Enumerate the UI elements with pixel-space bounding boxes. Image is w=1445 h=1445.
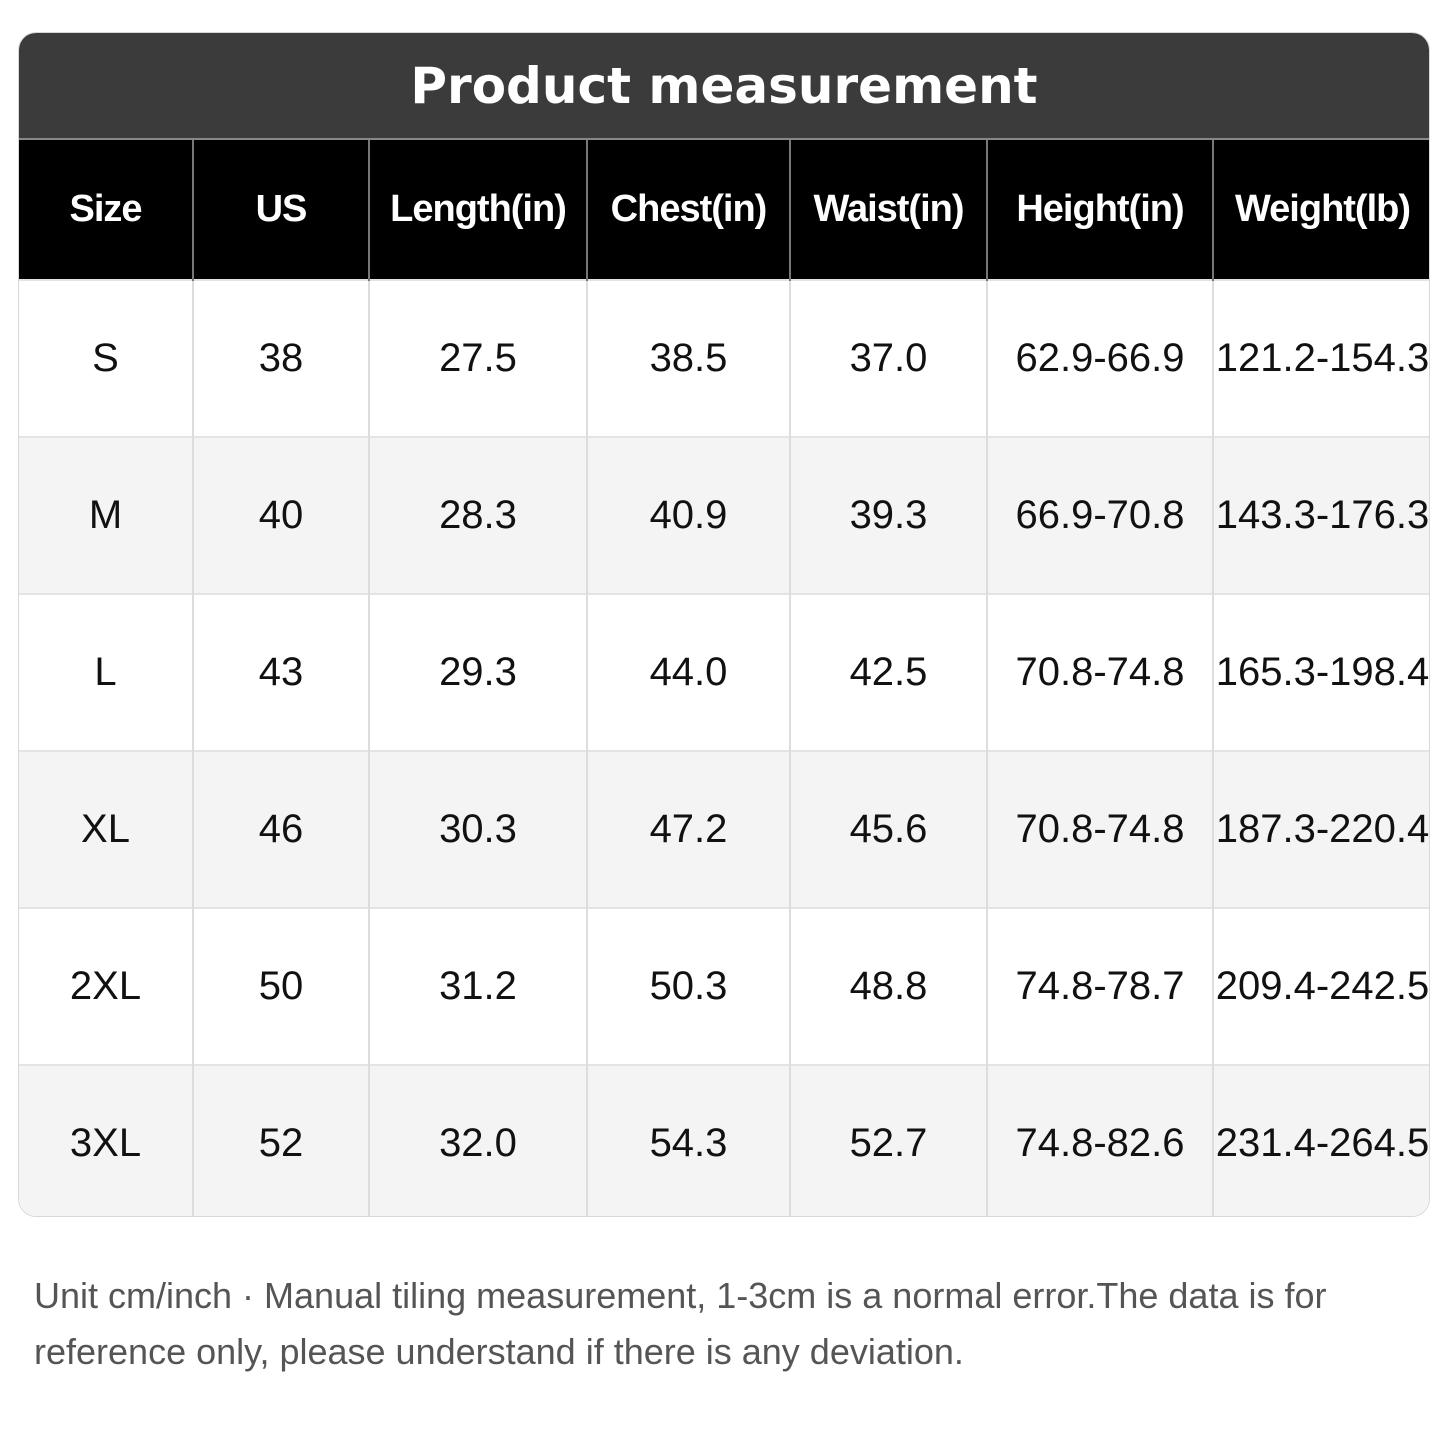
table-cell: 70.8-74.8 <box>986 593 1213 751</box>
table-row: S 38 27.5 38.5 37.0 62.9-66.9 121.2-154.3 <box>19 279 1429 437</box>
column-header: Waist(in) <box>789 140 987 280</box>
title: Product measurement <box>19 33 1429 140</box>
size-table: Size US Length(in) Chest(in) Waist(in) Height… <box>19 140 1429 1216</box>
table-cell: 37.0 <box>789 279 987 437</box>
column-header: Size <box>19 140 193 280</box>
table-cell: 28.3 <box>368 436 587 594</box>
table-cell: 187.3-220.4 <box>1212 750 1429 908</box>
table-cell: 70.8-74.8 <box>986 750 1213 908</box>
table-cell: 66.9-70.8 <box>986 436 1213 594</box>
column-header: Height(in) <box>986 140 1213 280</box>
header-row: Size US Length(in) Chest(in) Waist(in) Height… <box>19 140 1429 280</box>
table-cell: 43 <box>192 593 369 751</box>
column-header: Weight(lb) <box>1212 140 1429 280</box>
column-header: US <box>192 140 369 280</box>
table-cell: 38 <box>192 279 369 437</box>
table-cell: 45.6 <box>789 750 987 908</box>
table-cell: 46 <box>192 750 369 908</box>
table-row: M 40 28.3 40.9 39.3 66.9-70.8 143.3-176.3 <box>19 436 1429 594</box>
column-header: Chest(in) <box>586 140 790 280</box>
table-cell: 209.4-242.5 <box>1212 907 1429 1065</box>
table-cell: M <box>19 436 193 594</box>
note: Unit cm/inch · Manual tiling measurement… <box>34 1275 1327 1372</box>
table-cell: 29.3 <box>368 593 587 751</box>
table-cell: 2XL <box>19 907 193 1065</box>
table-cell: 39.3 <box>789 436 987 594</box>
table-row: L 43 29.3 44.0 42.5 70.8-74.8 165.3-198.4 <box>19 593 1429 751</box>
table-cell: 165.3-198.4 <box>1212 593 1429 751</box>
table-cell: S <box>19 279 193 437</box>
table-cell: 40 <box>192 436 369 594</box>
table-cell: 74.8-82.6 <box>986 1064 1213 1216</box>
table-cell: 74.8-78.7 <box>986 907 1213 1065</box>
table-row: 2XL 50 31.2 50.3 48.8 74.8-78.7 209.4-242.5 <box>19 907 1429 1065</box>
table-cell: 50.3 <box>586 907 790 1065</box>
table-cell: 50 <box>192 907 369 1065</box>
table-cell: 231.4-264.5 <box>1212 1064 1429 1216</box>
table-cell: 121.2-154.3 <box>1212 279 1429 437</box>
table-cell: 52 <box>192 1064 369 1216</box>
table-cell: 38.5 <box>586 279 790 437</box>
column-header: Length(in) <box>368 140 587 280</box>
table-cell: 54.3 <box>586 1064 790 1216</box>
table-cell: XL <box>19 750 193 908</box>
table-cell: 40.9 <box>586 436 790 594</box>
table-cell: 44.0 <box>586 593 790 751</box>
table-cell: 47.2 <box>586 750 790 908</box>
size-card: Product measurement Size US Length(in) Ches… <box>18 32 1430 1217</box>
table-cell: 31.2 <box>368 907 587 1065</box>
table-cell: 48.8 <box>789 907 987 1065</box>
table-cell: 32.0 <box>368 1064 587 1216</box>
table-cell: 143.3-176.3 <box>1212 436 1429 594</box>
table-cell: 3XL <box>19 1064 193 1216</box>
table-cell: 62.9-66.9 <box>986 279 1213 437</box>
table-cell: 42.5 <box>789 593 987 751</box>
table-cell: 52.7 <box>789 1064 987 1216</box>
table-cell: 30.3 <box>368 750 587 908</box>
table-cell: 27.5 <box>368 279 587 437</box>
table-cell: L <box>19 593 193 751</box>
table-row: XL 46 30.3 47.2 45.6 70.8-74.8 187.3-220.4 <box>19 750 1429 908</box>
table-body: S 38 27.5 38.5 37.0 62.9-66.9 121.2-154.3 M 40 28… <box>19 279 1429 1216</box>
table-row: 3XL 52 32.0 54.3 52.7 74.8-82.6 231.4-264.5 <box>19 1064 1429 1216</box>
